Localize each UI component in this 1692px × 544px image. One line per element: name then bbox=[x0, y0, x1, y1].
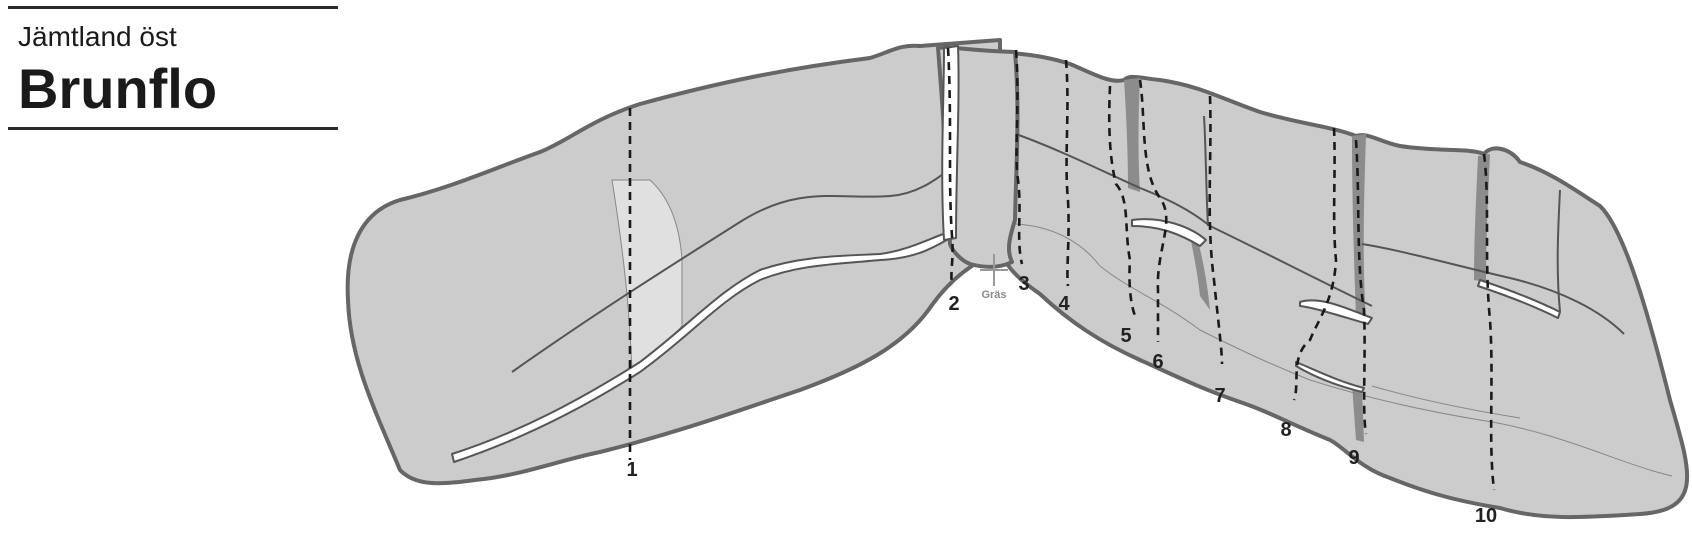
route-line-10 bbox=[1482, 153, 1496, 491]
route-number-4: 4 bbox=[1058, 293, 1070, 315]
dark-band-2 bbox=[1190, 232, 1210, 310]
region-name: Jämtland öst bbox=[18, 21, 177, 52]
route-number-10: 10 bbox=[1475, 505, 1497, 527]
dark-band-1 bbox=[1124, 78, 1140, 192]
route-line-6 bbox=[1138, 79, 1168, 342]
ledges bbox=[451, 45, 1561, 463]
route-line-9 bbox=[1354, 139, 1368, 435]
dark-band-5 bbox=[1352, 384, 1364, 442]
route-lines bbox=[628, 47, 1496, 491]
route-number-7: 7 bbox=[1214, 385, 1225, 407]
topo-header: Jämtland öst Brunflo bbox=[8, 6, 338, 130]
route-number-8: 8 bbox=[1280, 419, 1291, 441]
route-number-1: 1 bbox=[626, 459, 637, 481]
route-line-8 bbox=[1292, 127, 1338, 401]
route-number-5: 5 bbox=[1120, 325, 1131, 347]
route-line-3 bbox=[1014, 49, 1024, 265]
route-labels: 1 2 3 4 5 6 7 8 9 10 bbox=[626, 273, 1497, 527]
rock-features bbox=[511, 115, 1625, 373]
crag-name: Brunflo bbox=[18, 57, 218, 120]
route-number-3: 3 bbox=[1018, 273, 1029, 295]
route-number-9: 9 bbox=[1348, 447, 1359, 469]
route-number-6: 6 bbox=[1152, 351, 1163, 373]
rock-face-right bbox=[958, 50, 1690, 520]
header-top-rule bbox=[8, 6, 338, 9]
rock-thin-lines bbox=[1015, 223, 1673, 477]
header-bottom-rule bbox=[8, 127, 338, 130]
route-number-2: 2 bbox=[948, 293, 959, 315]
grass-marker: Gräs bbox=[980, 254, 1008, 301]
route-line-7 bbox=[1208, 95, 1224, 365]
route-line-2 bbox=[946, 47, 954, 287]
grass-label: Gräs bbox=[981, 289, 1006, 301]
